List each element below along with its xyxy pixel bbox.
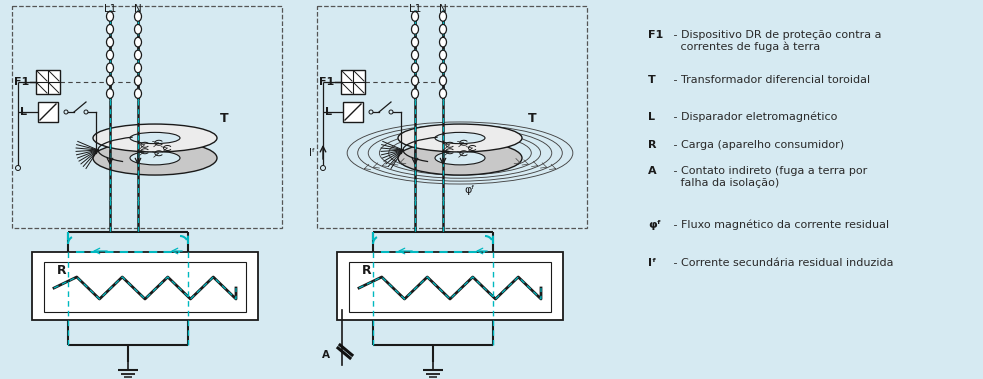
Circle shape bbox=[84, 110, 88, 114]
Text: - Corrente secundária residual induzida: - Corrente secundária residual induzida bbox=[670, 258, 894, 268]
Ellipse shape bbox=[130, 132, 180, 144]
Text: - Fluxo magnético da corrente residual: - Fluxo magnético da corrente residual bbox=[670, 220, 890, 230]
Text: - Disparador eletromagnético: - Disparador eletromagnético bbox=[670, 112, 838, 122]
Ellipse shape bbox=[439, 50, 446, 60]
Ellipse shape bbox=[135, 76, 142, 86]
Ellipse shape bbox=[439, 63, 446, 73]
Ellipse shape bbox=[398, 141, 522, 175]
Bar bbox=[38, 102, 58, 122]
Bar bbox=[341, 70, 365, 94]
Text: R: R bbox=[57, 263, 67, 277]
Ellipse shape bbox=[412, 89, 419, 99]
Ellipse shape bbox=[93, 141, 217, 175]
Text: F1: F1 bbox=[319, 77, 334, 87]
Circle shape bbox=[389, 110, 393, 114]
Bar bbox=[337, 252, 563, 320]
Text: R: R bbox=[648, 140, 657, 150]
Ellipse shape bbox=[135, 50, 142, 60]
Ellipse shape bbox=[106, 50, 113, 60]
Ellipse shape bbox=[106, 89, 113, 99]
Bar bbox=[349, 262, 551, 312]
Text: A: A bbox=[648, 166, 657, 176]
Text: Iᶠ: Iᶠ bbox=[648, 258, 657, 268]
Circle shape bbox=[64, 110, 68, 114]
Ellipse shape bbox=[439, 25, 446, 34]
Ellipse shape bbox=[135, 25, 142, 34]
Ellipse shape bbox=[106, 12, 113, 21]
Circle shape bbox=[16, 166, 21, 171]
Ellipse shape bbox=[412, 12, 419, 21]
Ellipse shape bbox=[412, 63, 419, 73]
Ellipse shape bbox=[130, 151, 180, 165]
Bar bbox=[343, 102, 363, 122]
Text: T: T bbox=[220, 111, 229, 124]
Text: R: R bbox=[362, 263, 372, 277]
Text: - Carga (aparelho consumidor): - Carga (aparelho consumidor) bbox=[670, 140, 844, 150]
Ellipse shape bbox=[439, 89, 446, 99]
Ellipse shape bbox=[412, 76, 419, 86]
Bar bbox=[32, 252, 258, 320]
Text: L: L bbox=[648, 112, 655, 122]
Ellipse shape bbox=[135, 37, 142, 47]
Bar bbox=[317, 6, 587, 228]
Ellipse shape bbox=[412, 37, 419, 47]
Text: φᶠ: φᶠ bbox=[465, 185, 476, 195]
Text: L1: L1 bbox=[409, 4, 421, 14]
Text: L1: L1 bbox=[104, 4, 116, 14]
Ellipse shape bbox=[106, 25, 113, 34]
Ellipse shape bbox=[106, 63, 113, 73]
Bar bbox=[12, 6, 282, 228]
Text: - Contato indireto (fuga a terra por
   falha da isolação): - Contato indireto (fuga a terra por fal… bbox=[670, 166, 867, 188]
Text: - Dispositivo DR de proteção contra a
   correntes de fuga à terra: - Dispositivo DR de proteção contra a co… bbox=[670, 30, 882, 52]
Ellipse shape bbox=[135, 63, 142, 73]
Ellipse shape bbox=[106, 76, 113, 86]
Ellipse shape bbox=[93, 124, 217, 152]
Text: φᶠ: φᶠ bbox=[648, 220, 661, 230]
Text: T: T bbox=[528, 111, 537, 124]
Text: F1: F1 bbox=[14, 77, 29, 87]
Text: L: L bbox=[325, 107, 332, 117]
Ellipse shape bbox=[439, 76, 446, 86]
Ellipse shape bbox=[135, 12, 142, 21]
Text: T: T bbox=[648, 75, 656, 85]
Ellipse shape bbox=[398, 124, 522, 152]
Text: A: A bbox=[322, 350, 330, 360]
Bar bbox=[44, 262, 246, 312]
Text: N: N bbox=[134, 4, 142, 14]
Ellipse shape bbox=[412, 25, 419, 34]
Circle shape bbox=[320, 166, 325, 171]
Text: L: L bbox=[20, 107, 27, 117]
Ellipse shape bbox=[439, 37, 446, 47]
Text: N: N bbox=[439, 4, 447, 14]
Ellipse shape bbox=[439, 12, 446, 21]
Text: F1: F1 bbox=[648, 30, 664, 40]
Ellipse shape bbox=[412, 50, 419, 60]
Ellipse shape bbox=[135, 89, 142, 99]
Bar bbox=[36, 70, 60, 94]
Ellipse shape bbox=[435, 132, 485, 144]
Text: - Transformador diferencial toroidal: - Transformador diferencial toroidal bbox=[670, 75, 870, 85]
Text: Iᶠ: Iᶠ bbox=[309, 148, 315, 158]
Ellipse shape bbox=[435, 151, 485, 165]
Circle shape bbox=[369, 110, 373, 114]
Ellipse shape bbox=[106, 37, 113, 47]
